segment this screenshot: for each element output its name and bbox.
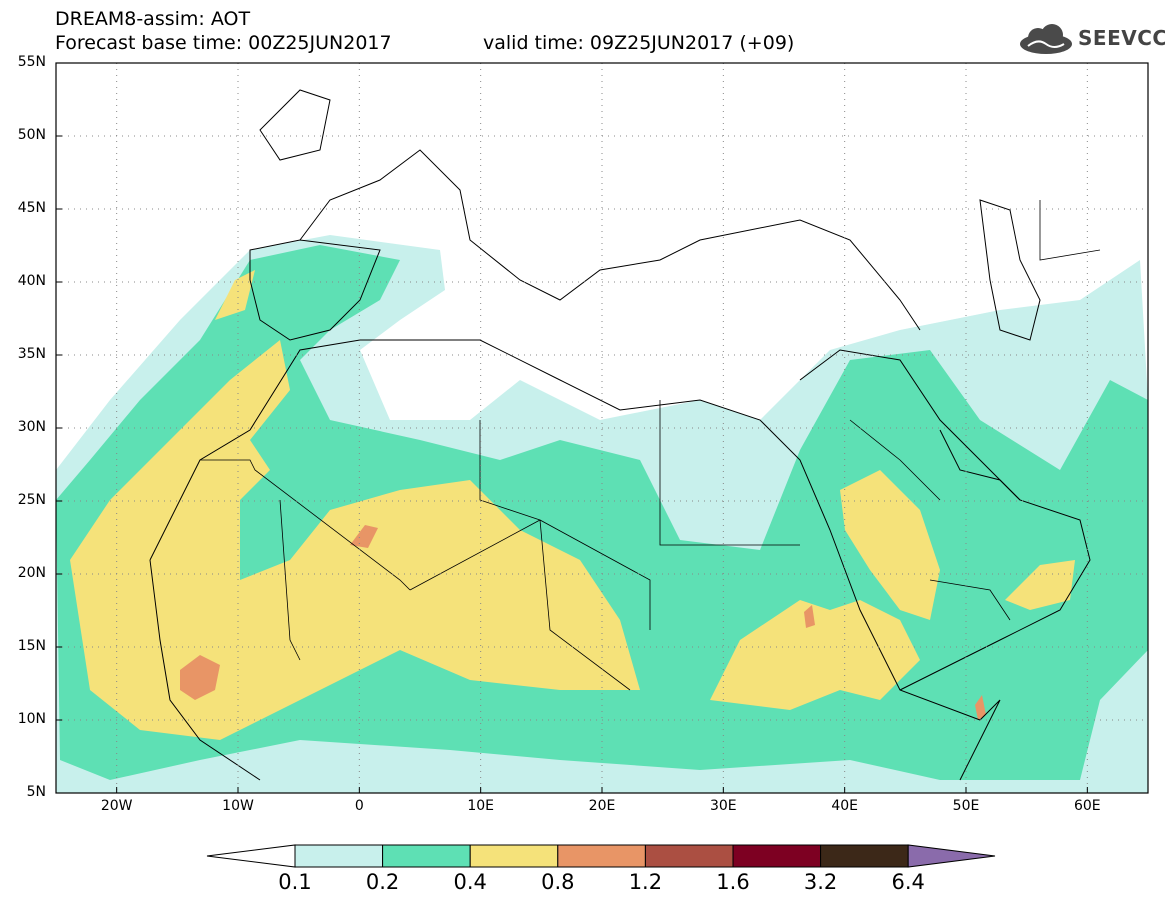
lon-tick-label: 60E xyxy=(1073,798,1101,814)
colorbar-level-label: 1.6 xyxy=(716,870,750,894)
valid-time: valid time: 09Z25JUN2017 (+09) xyxy=(483,32,795,54)
base-time: Forecast base time: 00Z25JUN2017 xyxy=(55,32,392,54)
seevccc-logo: SEEVCCC xyxy=(1016,22,1165,58)
logo-text: SEEVCCC xyxy=(1078,26,1165,50)
lon-tick-label: 50E xyxy=(952,798,980,814)
lat-tick-label: 30N xyxy=(17,419,46,435)
border-line xyxy=(479,420,541,521)
lon-tick-label: 40E xyxy=(831,798,858,814)
aot-contour-0.8 xyxy=(975,695,986,720)
coastline-caspian xyxy=(979,199,1041,341)
colorbar-level-label: 1.2 xyxy=(628,870,663,894)
border-line xyxy=(200,459,411,591)
lat-tick-label: 25N xyxy=(17,492,46,508)
border-line xyxy=(929,579,1011,621)
lon-tick-label: 0 xyxy=(354,798,364,814)
lon-tick-label: 10E xyxy=(467,798,494,814)
lat-tick-label: 45N xyxy=(17,200,46,216)
colorbar-level-label: 0.2 xyxy=(365,870,400,894)
border-line xyxy=(849,419,941,501)
colorbar-box xyxy=(382,844,471,868)
coastline-uk xyxy=(259,89,331,161)
aot-contour-0.4 xyxy=(215,270,255,320)
coastline-africa xyxy=(149,339,1001,781)
lat-tick-label: 20N xyxy=(17,565,46,581)
colorbar-box xyxy=(557,844,646,868)
colorbar-level-label: 3.2 xyxy=(803,870,838,894)
lat-tick-label: 35N xyxy=(17,346,46,362)
border-line xyxy=(1039,200,1101,261)
cloud-icon xyxy=(1020,24,1072,54)
colorbar-box xyxy=(469,844,559,868)
colorbar-level-label: 0.1 xyxy=(278,870,312,894)
colorbar-arrow-high xyxy=(907,844,996,868)
lat-tick-label: 40N xyxy=(17,273,46,289)
lat-tick-label: 5N xyxy=(26,784,46,800)
lat-tick-label: 15N xyxy=(17,638,46,654)
colorbar-box xyxy=(732,844,822,868)
lon-tick-label: 30E xyxy=(709,798,737,814)
coastline-persian-gulf xyxy=(939,429,1021,501)
border-line xyxy=(279,499,301,661)
colorbar-level-label: 0.4 xyxy=(453,870,487,894)
coastline-arabia xyxy=(799,349,1091,691)
colorbar-level-label: 6.4 xyxy=(891,870,925,894)
aot-contour-0.8 xyxy=(350,525,378,548)
colorbar-box xyxy=(294,844,384,868)
aot-contour-0.8 xyxy=(180,655,220,700)
aot-contour-0.4 xyxy=(840,470,940,620)
lat-tick-label: 10N xyxy=(17,711,46,727)
border-line xyxy=(659,400,800,546)
coastline-africa-west xyxy=(149,559,261,781)
lat-tick-label: 55N xyxy=(17,54,46,70)
aot-contour-0.4 xyxy=(710,600,920,710)
border-line xyxy=(539,519,631,691)
lon-tick-label: 20W xyxy=(100,798,133,814)
colorbar-box xyxy=(644,844,734,868)
map-title: DREAM8-assim: AOT xyxy=(55,8,251,30)
colorbar-box xyxy=(820,844,909,868)
colorbar-arrow-low xyxy=(206,844,296,868)
forecast-time-line: Forecast base time: 00Z25JUN2017 valid ti… xyxy=(55,32,794,54)
lat-tick-label: 50N xyxy=(17,127,46,143)
aot-contour-0.4 xyxy=(1005,560,1075,610)
aot-contour-0.8 xyxy=(804,605,815,628)
aot-map xyxy=(55,62,1149,794)
lon-tick-label: 10W xyxy=(222,798,254,814)
coastline-iberia xyxy=(249,239,381,341)
border-line xyxy=(409,519,651,630)
coastline-europe xyxy=(299,149,921,331)
colorbar-level-label: 0.8 xyxy=(541,870,575,894)
lon-tick-label: 20E xyxy=(588,798,616,814)
